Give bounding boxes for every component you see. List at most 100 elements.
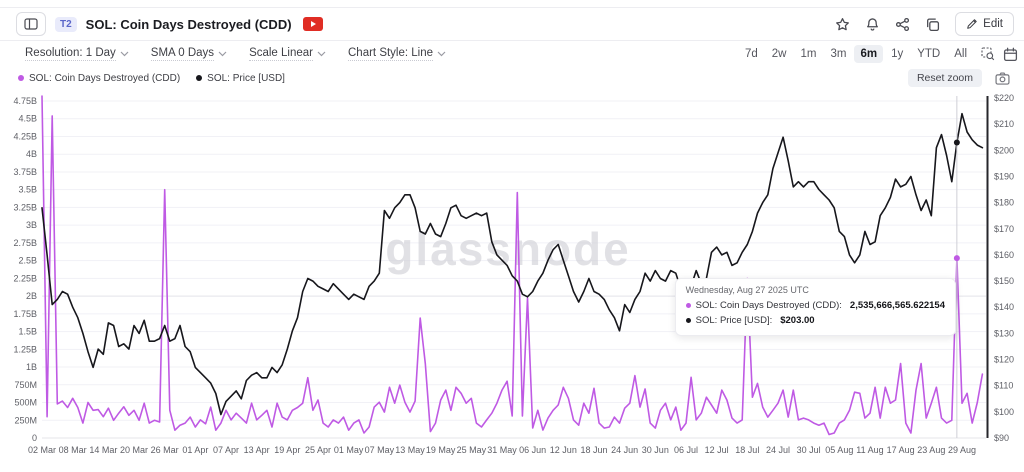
- cdd-price-chart-canvas[interactable]: 0 250M 500M 750M 1B 1.25B 1.5B 1.75B 2B 2.25B 2.5B…: [0, 89, 1024, 472]
- x-axis-label: 26 Mar: [151, 445, 179, 455]
- calendar-icon: [1003, 47, 1018, 62]
- tooltip-series-dot: [685, 318, 691, 324]
- x-axis-label: 01 May: [334, 445, 364, 455]
- dropdown-sma-label: SMA 0 Days: [150, 47, 215, 61]
- edit-button[interactable]: Edit: [955, 12, 1014, 36]
- tooltip-row-cdd: SOL: Coin Days Destroyed (CDD): 2,535,666…: [685, 298, 945, 313]
- zoom-area-icon: [981, 47, 995, 61]
- chevron-down-icon: [317, 51, 326, 57]
- legend-item-price[interactable]: SOL: Price [USD]: [196, 73, 285, 84]
- x-axis-label: 07 Apr: [213, 445, 239, 455]
- x-axis-label: 13 Apr: [244, 445, 270, 455]
- dropdown-scale[interactable]: Scale Linear: [249, 47, 326, 61]
- y-axis-label-right: $160: [994, 250, 1014, 260]
- chart-area: 0 250M 500M 750M 1B 1.25B 1.5B 1.75B 2B 2.25B 2.5B…: [0, 89, 1024, 472]
- x-axis-label: 29 Aug: [948, 445, 976, 455]
- y-axis-label-left: 4.75B: [13, 96, 37, 106]
- x-axis-label: 11 Aug: [856, 445, 883, 455]
- top-bar: T2 SOL: Coin Days Destroyed (CDD): [0, 7, 1024, 41]
- dropdown-sma[interactable]: SMA 0 Days: [150, 47, 227, 61]
- duplicate-button[interactable]: [925, 17, 940, 32]
- x-axis-label: 25 Apr: [305, 445, 331, 455]
- legend-dot: [196, 75, 203, 81]
- y-axis-label-right: $120: [994, 355, 1014, 365]
- y-axis-label-right: $90: [994, 433, 1009, 443]
- y-axis-label-right: $100: [994, 407, 1014, 417]
- x-axis-label: 24 Jun: [611, 445, 638, 455]
- chevron-down-icon: [120, 51, 129, 57]
- chart-settings-dropdowns: Resolution: 1 Day SMA 0 Days Scale Linear C…: [25, 47, 468, 61]
- y-axis-label-right: $220: [994, 93, 1014, 103]
- chart-toolbar: Resolution: 1 Day SMA 0 Days Scale Linear C…: [0, 41, 1024, 67]
- x-axis-label: 12 Jul: [705, 445, 729, 455]
- screenshot-button[interactable]: [995, 71, 1010, 86]
- range-button-all[interactable]: All: [948, 45, 973, 63]
- share-button[interactable]: [895, 17, 910, 32]
- x-axis-label: 30 Jul: [797, 445, 821, 455]
- x-axis-label: 01 Apr: [182, 445, 208, 455]
- x-axis-label: 20 Mar: [120, 445, 148, 455]
- y-axis-label-right: $180: [994, 198, 1014, 208]
- zoom-area-button[interactable]: [981, 47, 995, 61]
- range-button-6m[interactable]: 6m: [854, 45, 884, 63]
- range-button-2w[interactable]: 2w: [766, 45, 793, 63]
- x-axis-label: 17 Aug: [887, 445, 915, 455]
- legend-label: SOL: Price [USD]: [207, 72, 285, 84]
- x-axis-label: 08 Mar: [59, 445, 87, 455]
- x-axis-label: 02 Mar: [28, 445, 56, 455]
- x-axis-label: 23 Aug: [917, 445, 945, 455]
- y-axis-label-left: 3.75B: [13, 167, 37, 177]
- y-axis-label-left: 1.25B: [13, 344, 37, 354]
- tooltip-row-value: $203.00: [780, 315, 815, 327]
- chevron-down-icon: [218, 51, 227, 57]
- copy-icon: [925, 17, 940, 32]
- camera-icon: [995, 71, 1010, 86]
- y-axis-label-right: $170: [994, 224, 1014, 234]
- y-axis-label-right: $140: [994, 302, 1014, 312]
- y-axis-label-left: 750M: [14, 380, 37, 390]
- dropdown-chart-style-label: Chart Style: Line: [348, 47, 434, 61]
- y-axis-label-right: $190: [994, 171, 1014, 181]
- cdd-marker-dot: [953, 255, 960, 262]
- y-axis-label-left: 4.25B: [13, 131, 37, 141]
- legend-items: SOL: Coin Days Destroyed (CDD) SOL: Price…: [18, 73, 301, 84]
- x-axis-label: 05 Aug: [825, 445, 853, 455]
- range-button-1m[interactable]: 1m: [794, 45, 822, 63]
- y-axis-label-left: 3.5B: [18, 185, 37, 195]
- x-axis-label: 14 Mar: [89, 445, 117, 455]
- y-axis-label-right: $200: [994, 145, 1014, 155]
- alerts-button[interactable]: [865, 17, 880, 32]
- y-axis-label-left: 1.5B: [18, 327, 37, 337]
- y-axis-label-left: 2.5B: [18, 256, 37, 266]
- calendar-button[interactable]: [1003, 47, 1018, 62]
- favorite-button[interactable]: [835, 17, 850, 32]
- legend-item-cdd[interactable]: SOL: Coin Days Destroyed (CDD): [18, 73, 180, 84]
- y-axis-label-left: 4B: [26, 149, 37, 159]
- sidebar-toggle-button[interactable]: [16, 12, 46, 36]
- x-axis-label: 06 Jul: [674, 445, 698, 455]
- tooltip-row-label: SOL: Coin Days Destroyed (CDD):: [695, 300, 842, 311]
- range-button-3m[interactable]: 3m: [824, 45, 852, 63]
- cdd-line: [41, 95, 984, 436]
- dropdown-resolution[interactable]: Resolution: 1 Day: [25, 47, 129, 61]
- x-axis-label: 31 May: [487, 445, 517, 455]
- y-axis-label-left: 500M: [14, 398, 37, 408]
- x-axis-label: 07 May: [365, 445, 395, 455]
- range-button-ytd[interactable]: YTD: [911, 45, 946, 63]
- video-tutorial-button[interactable]: [302, 17, 323, 31]
- x-axis-label: 25 May: [457, 445, 487, 455]
- legend-label: SOL: Coin Days Destroyed (CDD): [29, 72, 181, 84]
- y-axis-label-left: 3B: [26, 220, 37, 230]
- y-axis-label-left: 3.25B: [13, 202, 37, 212]
- range-button-7d[interactable]: 7d: [739, 45, 764, 63]
- tier-badge: T2: [55, 16, 77, 32]
- time-range-group: 7d 2w 1m 3m 6m 1y YTD All: [739, 45, 1018, 63]
- x-axis-label: 24 Jul: [766, 445, 790, 455]
- range-button-1y[interactable]: 1y: [885, 45, 909, 63]
- edit-button-label: Edit: [983, 18, 1003, 30]
- reset-zoom-button[interactable]: Reset zoom: [907, 69, 982, 87]
- tooltip-row-price: SOL: Price [USD]: $203.00: [685, 313, 945, 328]
- dropdown-chart-style[interactable]: Chart Style: Line: [348, 47, 446, 61]
- tooltip-rows: SOL: Coin Days Destroyed (CDD): 2,535,666…: [685, 298, 945, 328]
- video-icon: [309, 20, 317, 28]
